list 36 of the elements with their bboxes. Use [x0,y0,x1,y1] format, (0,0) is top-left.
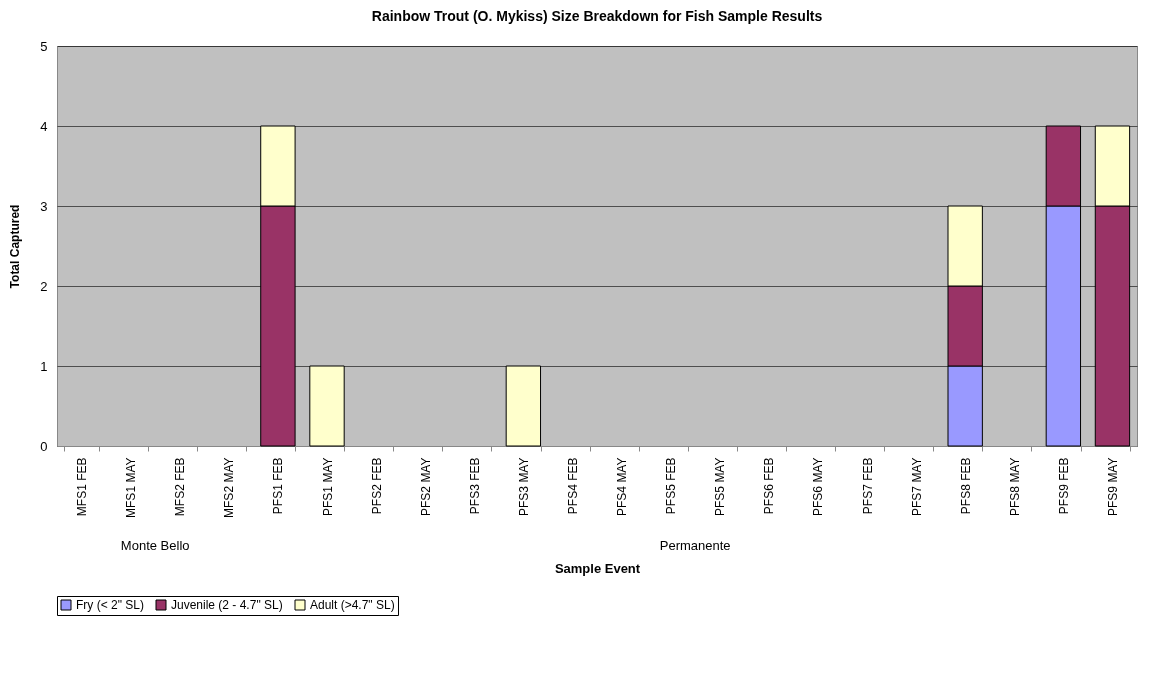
y-tick-label: 0 [40,438,48,454]
text: Permanente [659,538,731,553]
x-tick-label: PFS1 FEB [271,457,286,515]
y-tick-label: 5 [40,38,48,54]
x-tick-label: PFS5 FEB [664,457,679,515]
x-tick-label: PFS5 MAY [713,457,728,516]
x-tick-label: PFS3 MAY [516,457,531,516]
x-tick-label: MFS1 MAY [124,457,139,518]
x-tick-label: PFS4 FEB [565,457,580,515]
x-tick-label: PFS6 MAY [811,457,826,516]
legend-label: Juvenile (2 - 4.7" SL) [171,598,283,612]
x-tick-label: PFS3 FEB [467,457,482,515]
x-axis-title: Sample Event [554,560,641,576]
y-axis-title: Total Captured [8,204,23,289]
x-tick-label: MFS2 FEB [173,457,188,517]
x-tick-label: PFS2 FEB [369,457,384,515]
x-tick-label: PFS9 FEB [1056,457,1071,515]
text: Monte Bello [120,538,190,553]
x-tick-label: PFS7 MAY [909,457,924,516]
x-tick-label: PFS1 MAY [320,457,335,516]
x-tick-label: MFS2 MAY [222,457,237,518]
x-tick-label: MFS1 FEB [75,457,90,517]
legend-label: Fry (< 2" SL) [76,598,144,612]
x-tick-label: PFS6 FEB [762,457,777,515]
y-tick-label: 4 [40,118,48,134]
x-tick-label: PFS2 MAY [418,457,433,516]
x-tick-label: PFS9 MAY [1105,457,1120,516]
x-tick-label: PFS8 MAY [1007,457,1022,516]
x-tick-label: PFS7 FEB [860,457,875,515]
legend-label: Adult (>4.7" SL) [310,598,395,612]
x-tick-label: PFS8 FEB [958,457,973,515]
y-tick-label: 3 [40,198,48,214]
y-tick-label: 2 [40,278,48,294]
chart-title: Rainbow Trout (O. Mykiss) Size Breakdown for Fish Sample Results [371,8,823,24]
y-tick-label: 1 [40,358,48,374]
x-tick-label: PFS4 MAY [615,457,630,516]
